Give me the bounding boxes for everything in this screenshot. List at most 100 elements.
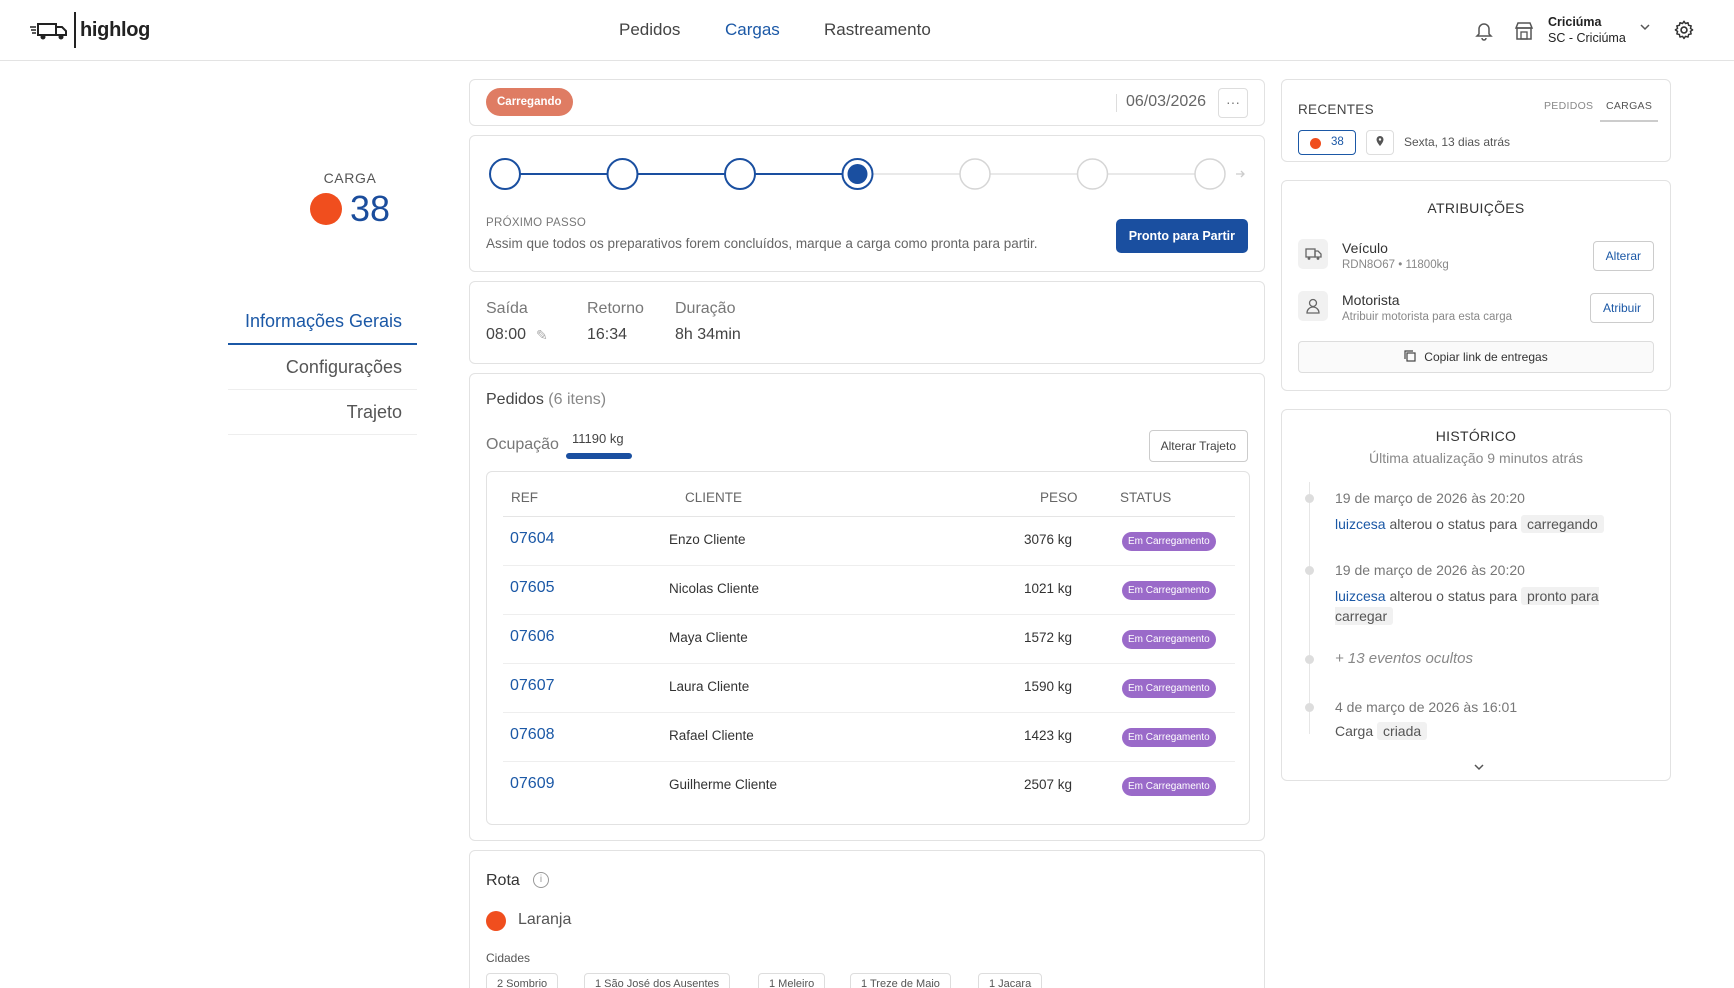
side-item-trajeto[interactable]: Trajeto: [228, 390, 417, 435]
pedidos-title: Pedidos (6 itens): [486, 391, 606, 409]
tab-cargas-underline: [1600, 120, 1658, 122]
arrow-right-icon: [1236, 170, 1245, 178]
next-step-description: Assim que todos os preparativos forem co…: [486, 236, 1038, 251]
copy-icon: [1404, 343, 1416, 373]
alterar-trajeto-button[interactable]: Alterar Trajeto: [1148, 430, 1248, 462]
col-ref[interactable]: REF: [511, 490, 538, 505]
order-ref-link[interactable]: 07606: [510, 628, 555, 645]
order-weight: 3076 kg: [1024, 532, 1073, 547]
event-user[interactable]: luizcesa: [1335, 516, 1386, 532]
side-nav: Informações Gerais Configurações Trajeto: [228, 300, 417, 435]
progress-card: PRÓXIMO PASSO Assim que todos os prepara…: [469, 135, 1265, 272]
next-step-label: PRÓXIMO PASSO: [486, 217, 587, 229]
col-peso[interactable]: PESO: [1040, 490, 1078, 505]
order-ref-link[interactable]: 07605: [510, 579, 555, 596]
motorista-details: Atribuir motorista para esta carga: [1342, 311, 1513, 323]
recent-carga-number: 38: [1331, 136, 1344, 148]
table-row[interactable]: 07604 Enzo Cliente 3076 kg Em Carregamento: [503, 517, 1235, 566]
retorno-value: 16:34: [587, 326, 628, 343]
bell-icon[interactable]: [1473, 19, 1495, 41]
retorno-label: Retorno: [587, 300, 644, 317]
historico-subtitle: Última atualização 9 minutos atrás: [1369, 450, 1583, 466]
store-icon[interactable]: [1513, 20, 1535, 42]
veiculo-details: RDN8O67 • 11800kg: [1342, 259, 1449, 271]
timeline-dot: [1305, 655, 1314, 664]
city-chip[interactable]: 1 Jacara: [978, 973, 1043, 988]
order-client: Laura Cliente: [669, 679, 750, 694]
city-chip[interactable]: 1 Meleiro: [758, 973, 826, 988]
info-icon[interactable]: i: [533, 872, 549, 888]
ready-to-depart-button[interactable]: Pronto para Partir: [1115, 219, 1248, 253]
order-client: Rafael Cliente: [669, 728, 754, 743]
hidden-events-toggle[interactable]: + 13 eventos ocultos: [1335, 650, 1474, 667]
side-item-informacoes-gerais[interactable]: Informações Gerais: [228, 300, 417, 345]
logo[interactable]: highlog: [30, 12, 150, 48]
order-weight: 2507 kg: [1024, 777, 1073, 792]
recent-time: Sexta, 13 dias atrás: [1404, 135, 1511, 149]
order-client: Enzo Cliente: [669, 532, 746, 547]
order-ref-link[interactable]: 07607: [510, 677, 555, 694]
order-ref-link[interactable]: 07608: [510, 726, 555, 743]
carga-label: CARGA: [323, 170, 377, 186]
location-region: SC - Criciúma: [1548, 31, 1626, 45]
recent-carga-pill[interactable]: 38: [1298, 130, 1356, 155]
atribuir-motorista-button[interactable]: Atribuir: [1589, 293, 1654, 323]
location-selector[interactable]: Criciúma SC - Criciúma: [1548, 14, 1626, 46]
nav-rastreamento[interactable]: Rastreamento: [824, 20, 931, 39]
saida-value: 08:00: [486, 326, 527, 343]
col-cliente[interactable]: CLIENTE: [685, 490, 743, 505]
chevron-down-icon[interactable]: [1472, 760, 1486, 774]
event-text: Carga criada: [1335, 721, 1635, 741]
city-chip[interactable]: 1 Treze de Maio: [850, 973, 951, 988]
status-card: Carregando 06/03/2026 ···: [469, 79, 1265, 126]
table-row[interactable]: 07606 Maya Cliente 1572 kg Em Carregamento: [503, 615, 1235, 664]
tab-cargas[interactable]: CARGAS: [1606, 100, 1653, 112]
timeline-dot: [1305, 703, 1314, 712]
event-user[interactable]: luizcesa: [1335, 588, 1386, 604]
order-status-badge: Em Carregamento: [1122, 679, 1216, 698]
table-row[interactable]: 07607 Laura Cliente 1590 kg Em Carregamento: [503, 664, 1235, 713]
gear-icon[interactable]: [1673, 19, 1695, 41]
ocupacao-label: Ocupação: [486, 436, 559, 453]
tab-pedidos[interactable]: PEDIDOS: [1544, 100, 1594, 112]
pencil-icon[interactable]: ✎: [536, 326, 548, 343]
order-ref-link[interactable]: 07609: [510, 775, 555, 792]
event-tag: criada: [1377, 722, 1428, 740]
order-client: Maya Cliente: [669, 630, 748, 645]
order-status-badge: Em Carregamento: [1122, 630, 1216, 649]
map-pin-button[interactable]: [1366, 130, 1394, 155]
table-row[interactable]: 07609 Guilherme Cliente 2507 kg Em Carregam…: [503, 762, 1235, 811]
city-chip[interactable]: 2 Sombrio: [486, 973, 559, 988]
atribuicoes-card: ATRIBUIÇÕES Veículo RDN8O67 • 11800kg Al…: [1281, 180, 1671, 391]
pedidos-card: Pedidos (6 itens) Ocupação 11190 kg Alte…: [469, 373, 1265, 841]
nav-cargas[interactable]: Cargas: [725, 20, 780, 39]
pedidos-title-text: Pedidos: [486, 391, 544, 408]
duracao-value: 8h 34min: [675, 326, 741, 343]
chevron-down-icon[interactable]: [1638, 20, 1652, 34]
order-weight: 1572 kg: [1024, 630, 1073, 645]
rota-title: Rota: [486, 872, 520, 889]
table-row[interactable]: 07608 Rafael Cliente 1423 kg Em Carregament…: [503, 713, 1235, 762]
table-row[interactable]: 07605 Nicolas Cliente 1021 kg Em Carregamen…: [503, 566, 1235, 615]
nav-pedidos[interactable]: Pedidos: [619, 20, 681, 39]
brand-name: highlog: [80, 18, 151, 41]
date-divider: [1116, 94, 1117, 112]
more-options-button[interactable]: ···: [1218, 88, 1248, 118]
event-date: 19 de março de 2026 às 20:20: [1335, 490, 1525, 506]
event-tag: carregando: [1521, 515, 1604, 533]
side-item-configuracoes[interactable]: Configurações: [228, 345, 417, 390]
order-weight: 1590 kg: [1024, 679, 1073, 694]
step-circle: [959, 158, 991, 190]
atribuicoes-title: ATRIBUIÇÕES: [1427, 200, 1525, 216]
alterar-veiculo-button[interactable]: Alterar: [1592, 241, 1654, 271]
event-action: alterou o status para: [1389, 516, 1518, 532]
copy-link-button[interactable]: Copiar link de entregas: [1298, 341, 1654, 373]
status-badge: Carregando: [486, 88, 573, 116]
duracao-block: Duração 8h 34min: [675, 300, 741, 344]
col-status[interactable]: STATUS: [1120, 490, 1172, 505]
step-circle: [1194, 158, 1226, 190]
step-circle: [489, 158, 521, 190]
city-chip[interactable]: 1 São José dos Ausentes: [584, 973, 731, 988]
order-ref-link[interactable]: 07604: [510, 530, 555, 547]
saida-value-row: 08:00 ✎: [486, 326, 548, 344]
